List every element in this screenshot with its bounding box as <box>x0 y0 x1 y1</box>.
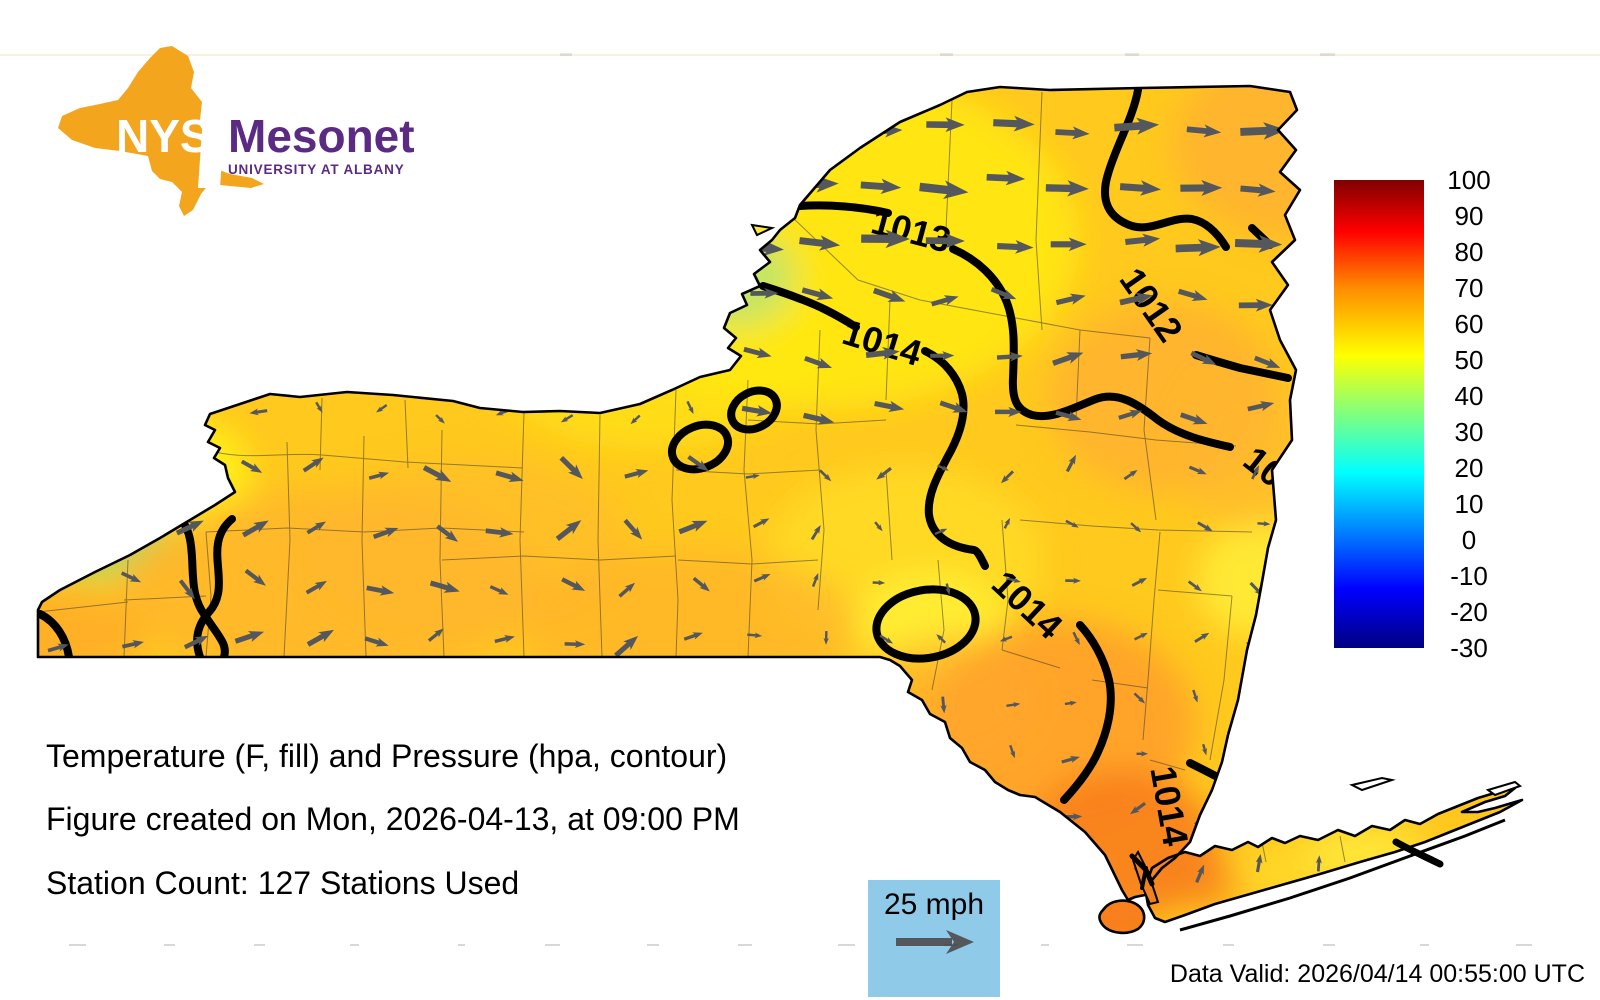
cutoff-text-artifact <box>646 944 660 946</box>
cutoff-text-artifact <box>838 944 856 946</box>
cutoff-text-artifact <box>1323 944 1336 946</box>
colorbar-tick-label: -30 <box>1450 633 1488 663</box>
colorbar-tick-label: 70 <box>1454 273 1484 303</box>
cutoff-text-artifact <box>545 944 561 946</box>
cutoff-text-artifact <box>1126 944 1143 946</box>
cutoff-text-artifact <box>457 944 465 946</box>
cutoff-text-artifact <box>1419 944 1430 946</box>
colorbar-tick-label: 20 <box>1454 453 1484 483</box>
cutoff-text-artifact <box>163 944 175 946</box>
figure-created-line: Figure created on Mon, 2026-04-13, at 09… <box>46 801 740 837</box>
cutoff-text-artifact <box>560 53 572 56</box>
cutoff-text-artifact <box>1041 944 1050 946</box>
nys-mesonet-logo: NYS Mesonet UNIVERSITY AT ALBANY <box>58 46 415 216</box>
cutoff-text-artifact <box>940 53 953 56</box>
colorbar-tick-label: 90 <box>1454 201 1484 231</box>
logo-white-slash <box>198 72 228 188</box>
colorbar-tick-label: 60 <box>1454 309 1484 339</box>
cutoff-text-artifact <box>1223 944 1234 946</box>
cutoff-text-artifact <box>943 944 959 946</box>
figure-top-divider <box>0 54 1600 56</box>
wind-speed-legend: 25 mph <box>868 880 1000 997</box>
colorbar-tick-label: 100 <box>1447 165 1491 195</box>
county-boundaries <box>38 91 1346 863</box>
cutoff-text-artifact <box>737 944 752 946</box>
station-count-line: Station Count: 127 Stations Used <box>46 865 520 901</box>
logo-name: Mesonet <box>228 110 415 162</box>
wind-reference-arrow-icon <box>896 930 974 954</box>
coastal-islands <box>750 223 1523 932</box>
cutoff-text-artifact <box>1515 944 1532 946</box>
cutoff-text-artifact <box>350 944 360 946</box>
barrier-island-spit <box>1179 818 1506 932</box>
cutoff-text-artifact <box>1125 53 1139 56</box>
cutoff-text-artifact <box>69 944 86 946</box>
temperature-colorbar <box>1334 180 1424 648</box>
colorbar-tick-label: 30 <box>1454 417 1484 447</box>
logo-acronym: NYS <box>116 110 211 162</box>
colorbar-tick-label: -20 <box>1450 597 1488 627</box>
colorbar-tick-label: 10 <box>1454 489 1484 519</box>
logo-affiliation: UNIVERSITY AT ALBANY <box>228 162 405 177</box>
colorbar-tick-label: 0 <box>1461 525 1477 555</box>
figure-title: Temperature (F, fill) and Pressure (hpa,… <box>46 738 728 774</box>
cutoff-text-artifact <box>1320 53 1335 56</box>
colorbar-tick-label: 80 <box>1454 237 1484 267</box>
wind-speed-label: 25 mph <box>883 888 985 921</box>
colorbar-tick-label: 40 <box>1454 381 1484 411</box>
colorbar-tick-label: 50 <box>1454 345 1484 375</box>
colorbar-tick-label: -10 <box>1450 561 1488 591</box>
cutoff-text-artifact <box>254 944 266 946</box>
data-valid-timestamp: Data Valid: 2026/04/14 00:55:00 UTC <box>1169 960 1585 988</box>
